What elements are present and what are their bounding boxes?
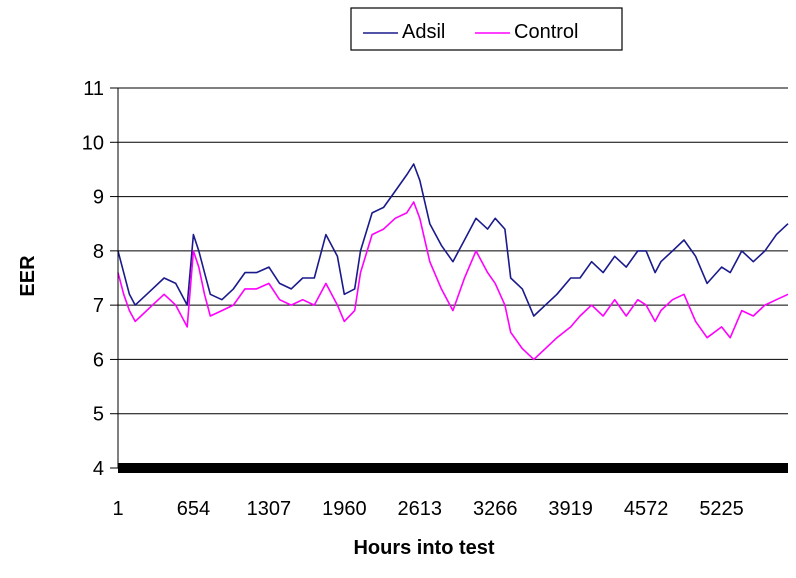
legend: Adsil Control — [350, 7, 623, 51]
x-axis-title: Hours into test — [353, 537, 494, 559]
y-tick-label: 4 — [93, 458, 104, 480]
y-tick-label: 5 — [93, 404, 104, 426]
legend-label-adsil: Adsil — [402, 21, 445, 43]
x-tick-label: 2613 — [398, 498, 443, 520]
x-tick-label: 1960 — [322, 498, 367, 520]
x-tick-label: 1307 — [247, 498, 292, 520]
x-axis-tick-labels: 1 654 1307 1960 2613 3266 3919 4572 5225 — [112, 498, 743, 520]
y-tick-label: 7 — [93, 295, 104, 317]
x-tick-label: 3266 — [473, 498, 518, 520]
x-tick-label: 3919 — [548, 498, 593, 520]
series-layer — [117, 163, 789, 361]
x-tick-label: 654 — [177, 498, 210, 520]
y-tick-label: 8 — [93, 241, 104, 263]
series-line-adsil — [117, 163, 789, 317]
y-axis-tick-labels: 4 5 6 7 8 9 10 11 — [82, 78, 118, 480]
y-axis-title: EER — [17, 255, 39, 297]
y-tick-label: 10 — [82, 132, 104, 154]
series-line-control — [117, 201, 789, 361]
x-tick-label: 4572 — [624, 498, 669, 520]
legend-box — [350, 7, 623, 51]
x-tick-label: 5225 — [699, 498, 744, 520]
gridlines — [118, 87, 788, 415]
y-tick-label: 6 — [93, 349, 104, 371]
y-tick-label: 9 — [93, 187, 104, 209]
x-tick-label: 1 — [112, 498, 123, 520]
legend-label-control: Control — [514, 21, 578, 43]
y-tick-label: 11 — [83, 78, 104, 100]
